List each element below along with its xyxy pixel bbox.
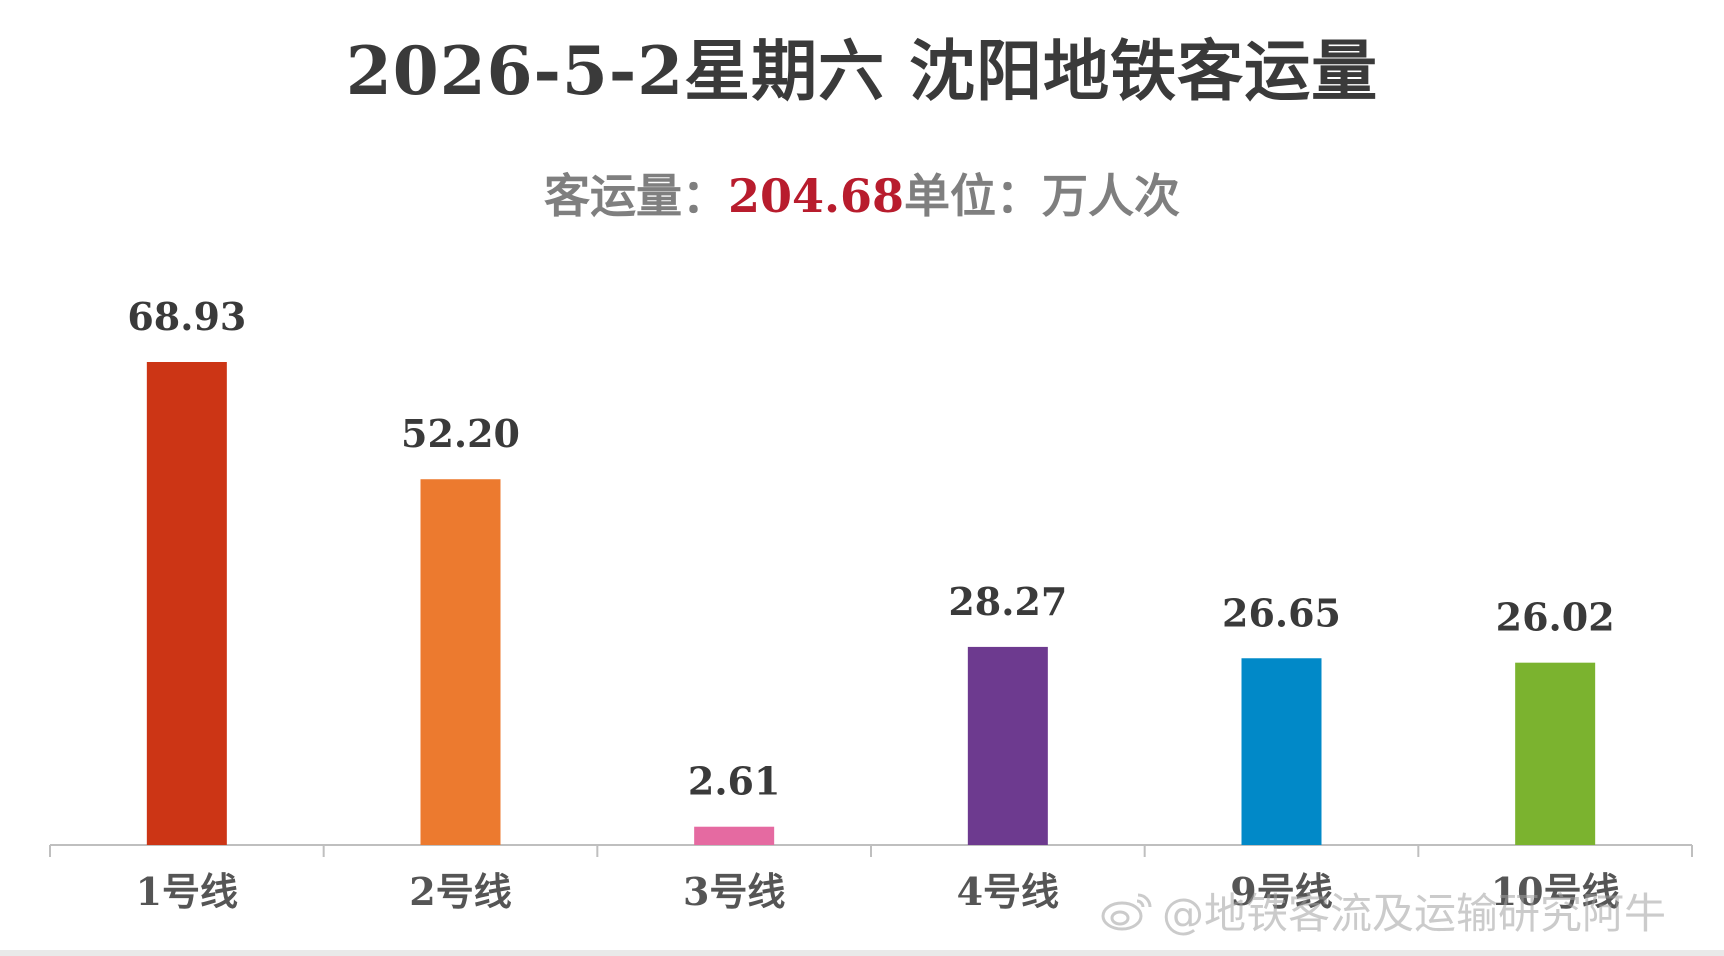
- bar: [146, 362, 227, 845]
- watermark-text: @地铁客流及运输研究阿牛: [1162, 889, 1667, 938]
- x-tick-label: 9号线: [1230, 869, 1332, 914]
- subtitle-suffix: 单位：万人次: [904, 169, 1181, 223]
- data-label: 2.61: [688, 759, 781, 804]
- bottom-border: [0, 950, 1724, 956]
- chart-subtitle: 客运量：204.68单位：万人次: [0, 160, 1724, 226]
- x-tick-label: 1号线: [136, 869, 238, 914]
- x-tick-label: 3号线: [683, 869, 785, 914]
- chart-title: 2026-5-2星期六 沈阳地铁客运量: [345, 32, 1379, 110]
- x-tick-label: 10号线: [1491, 869, 1620, 914]
- bar: [694, 826, 775, 845]
- weibo-icon: [1100, 889, 1154, 933]
- subtitle-prefix: 客运量：: [543, 169, 728, 223]
- subtitle-total: 204.68: [727, 169, 905, 223]
- watermark: @地铁客流及运输研究阿牛: [1100, 880, 1666, 941]
- x-tick-label: 4号线: [957, 869, 1059, 914]
- bar: [1241, 658, 1322, 845]
- data-label: 52.20: [401, 411, 520, 456]
- bar: [420, 479, 501, 845]
- data-label: 68.93: [127, 294, 246, 339]
- bar: [967, 646, 1048, 845]
- bar: [1515, 662, 1596, 845]
- x-tick-label: 2号线: [409, 869, 511, 914]
- data-label: 28.27: [948, 579, 1067, 624]
- data-label: 26.65: [1222, 590, 1341, 635]
- data-label: 26.02: [1496, 595, 1615, 640]
